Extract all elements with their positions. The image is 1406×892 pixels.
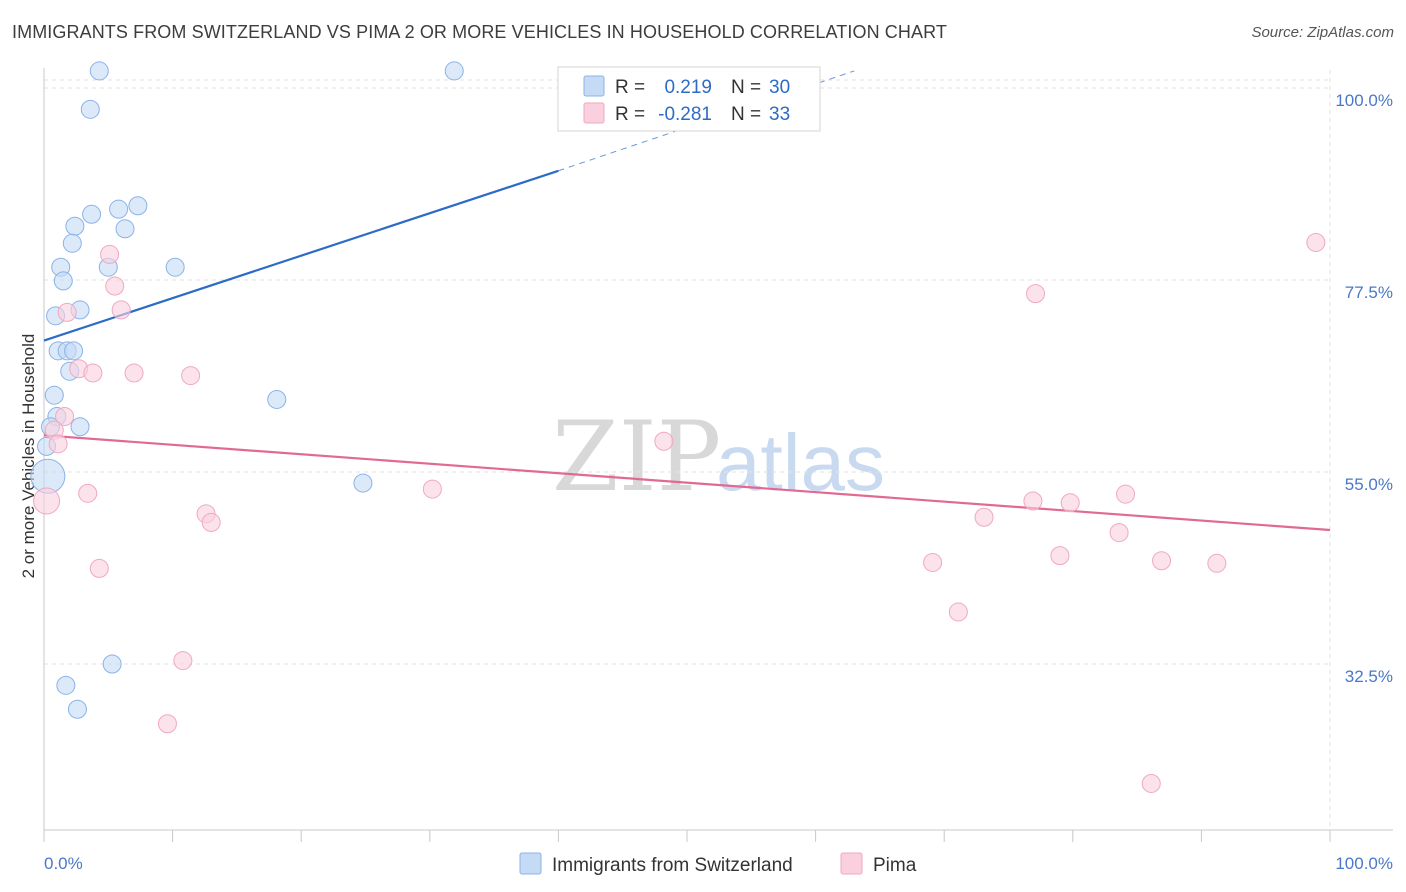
point-pima-28 xyxy=(89,558,109,578)
point-pima-12 xyxy=(48,434,68,454)
legend-r-label-pima: R = xyxy=(615,104,645,125)
point-switzerland-26 xyxy=(102,654,122,674)
point-pima-1 xyxy=(1306,232,1326,252)
series-legend-label-switzerland: Immigrants from Switzerland xyxy=(552,855,793,876)
y-tick-label-0: 100.0% xyxy=(1335,91,1393,110)
legend-swatch-switzerland xyxy=(583,75,605,97)
point-pima-21 xyxy=(1060,493,1080,513)
legend-r-label-switzerland: R = xyxy=(615,77,645,98)
point-switzerland-7 xyxy=(115,219,135,239)
legend-n-label-switzerland: N = xyxy=(731,77,761,98)
point-switzerland-2 xyxy=(80,99,100,119)
point-switzerland-28 xyxy=(67,699,87,719)
chart-title: IMMIGRANTS FROM SWITZERLAND VS PIMA 2 OR… xyxy=(12,22,947,42)
y-axis-label: 2 or more Vehicles in Household xyxy=(19,334,38,579)
point-pima-16 xyxy=(33,487,61,515)
point-switzerland-5 xyxy=(82,204,102,224)
point-pima-29 xyxy=(948,602,968,622)
y-tick-label-3: 32.5% xyxy=(1345,667,1393,686)
point-pima-8 xyxy=(124,363,144,383)
point-switzerland-11 xyxy=(165,257,185,277)
point-pima-14 xyxy=(78,483,98,503)
point-pima-26 xyxy=(1207,553,1227,573)
point-switzerland-20 xyxy=(267,389,287,409)
point-pima-32 xyxy=(1141,773,1161,793)
series-legend-swatch-switzerland xyxy=(519,852,542,875)
series-legend-swatch-pima xyxy=(840,852,863,875)
point-switzerland-0 xyxy=(89,61,109,81)
legend-n-value-pima: 33 xyxy=(769,104,790,125)
point-switzerland-27 xyxy=(56,675,76,695)
point-pima-0 xyxy=(100,244,120,264)
trend-line-pima xyxy=(43,434,1331,532)
point-switzerland-8 xyxy=(62,233,82,253)
point-switzerland-1 xyxy=(444,61,464,81)
watermark: ZIP atlas xyxy=(552,401,885,513)
point-pima-7 xyxy=(83,363,103,383)
point-pima-27 xyxy=(923,552,943,572)
data-points xyxy=(30,61,1326,793)
tick-labels: 100.0% 77.5% 55.0% 32.5% 0.0% 100.0% xyxy=(44,91,1393,873)
point-pima-22 xyxy=(1116,484,1136,504)
legend-r-value-switzerland: 0.219 xyxy=(664,77,712,98)
point-switzerland-4 xyxy=(109,199,129,219)
point-pima-30 xyxy=(173,651,193,671)
point-pima-9 xyxy=(181,366,201,386)
chart-source: Source: ZipAtlas.com xyxy=(1251,24,1394,41)
point-switzerland-12 xyxy=(53,271,73,291)
point-pima-10 xyxy=(55,407,75,427)
y-tick-label-1: 77.5% xyxy=(1345,283,1393,302)
point-pima-5 xyxy=(57,302,77,322)
stats-legend: R = 0.219 N = 30 R = -0.281 N = 33 xyxy=(557,66,821,132)
point-pima-18 xyxy=(201,512,221,532)
point-switzerland-17 xyxy=(64,341,84,361)
point-pima-24 xyxy=(1050,546,1070,566)
y-tick-label-2: 55.0% xyxy=(1345,475,1393,494)
point-pima-31 xyxy=(157,714,177,734)
point-switzerland-23 xyxy=(70,417,90,437)
point-switzerland-19 xyxy=(44,385,64,405)
series-legend: Immigrants from Switzerland Pima xyxy=(519,852,917,876)
watermark-zip: ZIP xyxy=(552,401,721,513)
point-pima-20 xyxy=(1023,491,1043,511)
x-tick-label-right: 100.0% xyxy=(1335,854,1393,873)
point-switzerland-3 xyxy=(128,196,148,216)
point-pima-15 xyxy=(422,479,442,499)
watermark-atlas: atlas xyxy=(716,418,885,507)
point-pima-3 xyxy=(1026,284,1046,304)
series-legend-label-pima: Pima xyxy=(873,855,917,876)
legend-n-label-pima: N = xyxy=(731,104,761,125)
legend-swatch-pima xyxy=(583,102,605,124)
point-pima-4 xyxy=(111,300,131,320)
point-pima-13 xyxy=(654,431,674,451)
x-tick-label-left: 0.0% xyxy=(44,854,83,873)
point-pima-19 xyxy=(974,507,994,527)
legend-n-value-switzerland: 30 xyxy=(769,77,790,98)
point-switzerland-25 xyxy=(353,473,373,493)
point-pima-23 xyxy=(1109,523,1129,543)
point-switzerland-6 xyxy=(65,216,85,236)
point-pima-25 xyxy=(1152,551,1172,571)
point-pima-2 xyxy=(105,276,125,296)
legend-r-value-pima: -0.281 xyxy=(658,104,712,125)
